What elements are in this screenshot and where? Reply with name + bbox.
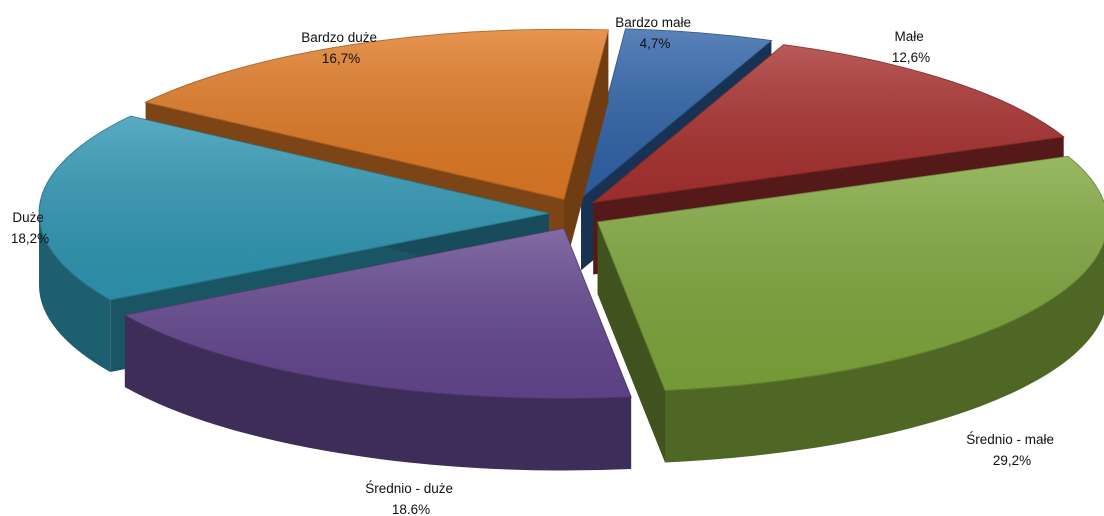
slice-value-srednio-duze: 18.6%	[392, 502, 430, 516]
slice-name-bardzo-duze: Bardzo duże	[301, 30, 377, 45]
slice-label-male: Małe 12,6%	[892, 29, 930, 65]
slice-label-srednio-duze: Średnio - duże 18.6%	[365, 481, 457, 516]
slice-name-duze: Duże	[12, 210, 44, 225]
slice-name-male: Małe	[894, 29, 923, 44]
slice-name-srednio-duze: Średnio - duże	[365, 481, 453, 496]
slice-name-srednio-male: Średnio - małe	[966, 432, 1054, 447]
slice-value-bardzo-duze: 16,7%	[322, 51, 360, 66]
slice-name-bardzo-male: Bardzo małe	[615, 15, 691, 30]
slice-label-srednio-male: Średnio - małe 29,2%	[966, 432, 1058, 468]
slice-value-srednio-male: 29,2%	[993, 453, 1031, 468]
slices-layer	[39, 29, 1104, 470]
slice-value-male: 12,6%	[892, 50, 930, 65]
slice-value-duze: 18,2%	[11, 231, 49, 246]
slice-value-bardzo-male: 4,7%	[640, 36, 671, 51]
